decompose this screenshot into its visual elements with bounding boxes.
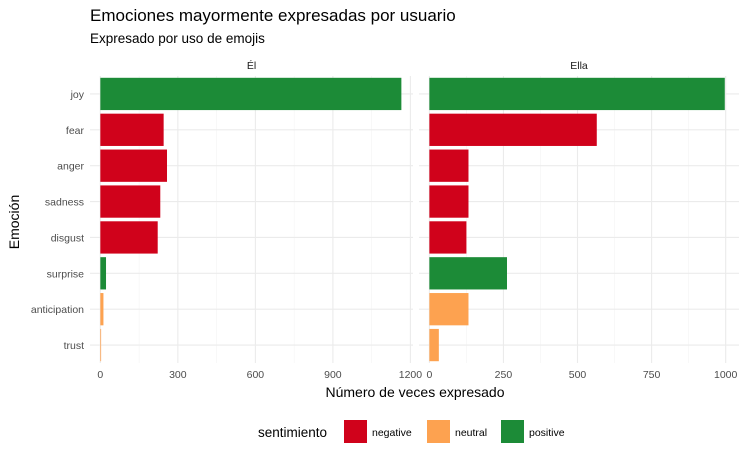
facet-strip-label: Él [247,59,256,72]
x-tick-label: 1200 [399,369,423,381]
x-tick-label: 500 [569,369,587,381]
x-tick-label: 750 [643,369,661,381]
legend-label-neutral: neutral [455,427,487,439]
chart-title: Emociones mayormente expresadas por usua… [90,6,456,25]
bar-disgust [429,221,467,254]
y-tick-label: anticipation [31,304,84,316]
y-axis-title: Emoción [6,195,22,249]
bar-anger [100,149,168,182]
facet-panel-0: Él 0 300 600 900 1200 joy fear anger sadness disgu… [31,59,422,381]
x-tick-label: 250 [495,369,513,381]
y-tick-label: anger [57,161,84,173]
bar-fear [429,113,597,146]
x-tick-label: 600 [247,369,265,381]
y-tick-label: disgust [51,232,84,244]
bar-surprise [100,257,107,290]
legend-key-positive [501,420,524,443]
legend-title: sentimiento [258,425,327,440]
legend: sentimiento negative neutral positive [258,420,565,443]
x-tick-label: 1000 [714,369,738,381]
y-tick-label: joy [70,89,85,101]
bar-sadness [100,185,161,218]
bar-anticipation [100,293,104,326]
facet-panels: Él 0 300 600 900 1200 joy fear anger sadness disgu… [31,59,739,381]
bar-joy [429,77,725,111]
bar-joy [100,77,402,111]
bar-trust [100,328,102,362]
bar-disgust [100,221,158,254]
x-axis-title: Número de veces expresado [326,384,505,400]
legend-label-positive: positive [529,427,565,439]
y-tick-label: surprise [47,268,85,280]
x-tick-label: 0 [97,369,103,381]
legend-key-negative [344,420,367,443]
x-tick-label: 0 [426,369,432,381]
bar-trust [429,328,439,362]
bar-fear [100,113,164,146]
bar-anticipation [429,293,469,326]
y-tick-label: sadness [45,197,84,209]
facet-strip-label: Ella [570,60,588,72]
y-tick-label: trust [64,340,85,352]
chart-subtitle: Expresado por uso de emojis [90,31,265,46]
bar-sadness [429,185,469,218]
facet-panel-1: Ella 0 250 500 750 1000 [419,60,739,381]
y-tick-label: fear [66,125,85,137]
x-tick-label: 900 [324,369,342,381]
x-tick-label: 300 [169,369,187,381]
bar-surprise [429,257,507,290]
legend-label-negative: negative [372,427,412,439]
bar-anger [429,149,469,182]
legend-key-neutral [427,420,450,443]
